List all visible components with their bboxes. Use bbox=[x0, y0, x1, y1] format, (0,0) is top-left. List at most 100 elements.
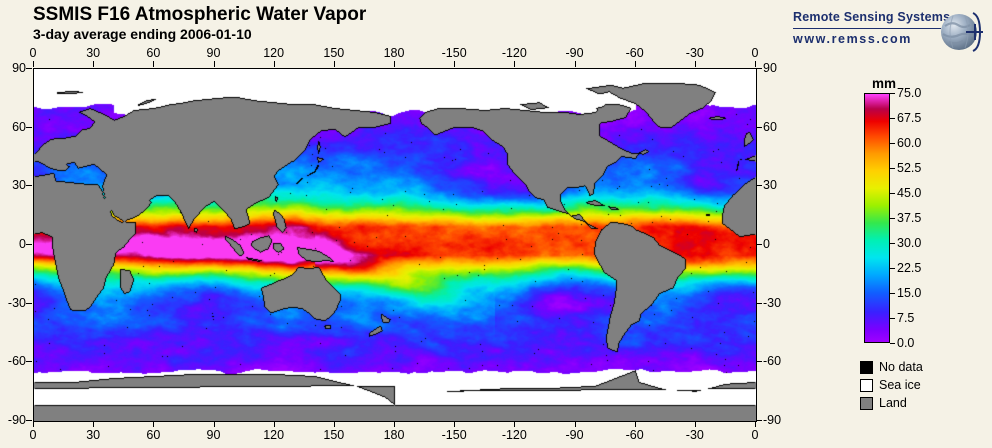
page-subtitle: 3-day average ending 2006-01-10 bbox=[33, 26, 252, 42]
x-axis-tick-label-top: -30 bbox=[685, 46, 704, 60]
colorbar-tick-label: 37.5 bbox=[897, 211, 922, 225]
y-tick-mark bbox=[756, 244, 762, 245]
water-vapor-map[interactable] bbox=[33, 68, 757, 422]
colorbar-tick-mark bbox=[890, 343, 895, 344]
x-tick-mark bbox=[273, 421, 275, 427]
colorbar-tick-mark bbox=[890, 268, 895, 269]
x-axis-tick-label-top: 90 bbox=[206, 46, 221, 60]
y-tick-mark bbox=[26, 68, 32, 69]
y-axis-tick-label-right: -60 bbox=[763, 354, 782, 369]
colorbar-tick-mark bbox=[890, 93, 895, 94]
remss-logo[interactable]: Remote Sensing Systems www.remss.com bbox=[793, 10, 983, 58]
x-axis-tick-label-top: 150 bbox=[323, 46, 345, 60]
legend-swatch bbox=[860, 396, 873, 410]
page-title: SSMIS F16 Atmospheric Water Vapor bbox=[33, 4, 367, 25]
x-axis-tick-label-bottom: 30 bbox=[86, 428, 101, 442]
colorbar-tick-mark bbox=[890, 243, 895, 244]
x-tick-mark bbox=[153, 421, 155, 427]
legend-item: Land bbox=[860, 395, 923, 411]
x-axis-tick-label-bottom: 60 bbox=[146, 428, 161, 442]
colorbar-tick-label: 30.0 bbox=[897, 236, 922, 250]
colorbar-tick-label: 75.0 bbox=[897, 86, 922, 100]
y-axis-tick-label-right: -90 bbox=[763, 413, 782, 427]
y-tick-mark bbox=[26, 361, 32, 363]
colorbar-tick-mark bbox=[890, 193, 895, 194]
x-tick-mark bbox=[213, 61, 215, 67]
y-axis-tick-label-left: -60 bbox=[7, 354, 26, 369]
colorbar-tick-label: 15.0 bbox=[897, 286, 922, 300]
x-tick-mark bbox=[514, 61, 516, 67]
x-tick-mark bbox=[153, 61, 155, 67]
y-tick-mark bbox=[26, 420, 32, 421]
x-axis-tick-label-bottom: -30 bbox=[685, 428, 704, 442]
x-tick-mark bbox=[694, 421, 696, 427]
legend-item: No data bbox=[860, 359, 923, 375]
x-tick-mark bbox=[273, 61, 275, 67]
y-tick-mark bbox=[26, 302, 32, 304]
x-tick-mark bbox=[755, 421, 756, 427]
colorbar-tick-label: 22.5 bbox=[897, 261, 922, 275]
x-tick-mark bbox=[694, 61, 696, 67]
map-legend: No data Sea ice Land bbox=[860, 359, 923, 413]
colorbar-tick-mark bbox=[890, 143, 895, 144]
x-axis-tick-label-bottom: 120 bbox=[263, 428, 285, 442]
x-axis-tick-label-top: 120 bbox=[263, 46, 285, 60]
x-tick-mark bbox=[93, 421, 95, 427]
x-axis-tick-label-bottom: 0 bbox=[29, 428, 37, 442]
x-axis-tick-label-top: -60 bbox=[625, 46, 644, 60]
x-tick-mark bbox=[333, 61, 335, 67]
x-tick-mark bbox=[394, 61, 395, 67]
x-axis-tick-label-bottom: 0 bbox=[751, 428, 759, 442]
x-tick-mark bbox=[634, 61, 636, 67]
colorbar-tick-label: 45.0 bbox=[897, 186, 922, 200]
x-tick-mark bbox=[454, 421, 456, 427]
y-tick-mark bbox=[26, 244, 32, 245]
legend-label: Land bbox=[879, 396, 907, 410]
colorbar-tick-mark bbox=[890, 293, 895, 294]
y-axis-tick-label-right: 90 bbox=[763, 61, 777, 75]
x-axis-tick-label-top: -150 bbox=[441, 46, 467, 60]
x-tick-mark bbox=[634, 421, 636, 427]
x-tick-mark bbox=[574, 421, 576, 427]
legend-item: Sea ice bbox=[860, 377, 923, 393]
y-tick-mark bbox=[756, 185, 762, 187]
y-tick-mark bbox=[756, 420, 762, 421]
x-tick-mark bbox=[394, 421, 395, 427]
globe-icon bbox=[941, 12, 983, 52]
colorbar-gradient bbox=[865, 94, 889, 342]
x-tick-mark bbox=[454, 61, 456, 67]
y-axis-tick-label-right: 30 bbox=[763, 178, 777, 193]
x-axis-tick-label-top: 0 bbox=[29, 46, 37, 60]
legend-label: No data bbox=[879, 360, 923, 374]
y-tick-mark bbox=[756, 126, 762, 128]
x-tick-mark bbox=[755, 61, 756, 67]
y-tick-mark bbox=[26, 126, 32, 128]
x-tick-mark bbox=[93, 61, 95, 67]
y-axis-tick-label-right: -30 bbox=[763, 295, 782, 310]
y-tick-mark bbox=[756, 361, 762, 363]
x-axis-tick-label-top: -90 bbox=[565, 46, 584, 60]
x-axis-tick-label-top: 0 bbox=[751, 46, 759, 60]
colorbar-tick-label: 60.0 bbox=[897, 136, 922, 150]
map-raster bbox=[34, 69, 756, 421]
x-tick-mark bbox=[333, 421, 335, 427]
y-tick-mark bbox=[756, 68, 762, 69]
y-axis-tick-label-right: 0 bbox=[763, 237, 770, 251]
colorbar[interactable] bbox=[864, 93, 890, 343]
logo-website: www.remss.com bbox=[793, 32, 912, 46]
colorbar-tick-label: 52.5 bbox=[897, 161, 922, 175]
legend-label: Sea ice bbox=[879, 378, 921, 392]
y-axis-tick-label-left: 0 bbox=[19, 237, 26, 251]
x-axis-tick-label-top: 180 bbox=[383, 46, 405, 60]
logo-divider bbox=[793, 28, 941, 29]
x-axis-tick-label-bottom: -150 bbox=[441, 428, 467, 442]
x-axis-tick-label-top: -120 bbox=[501, 46, 527, 60]
x-axis-tick-label-bottom: 150 bbox=[323, 428, 345, 442]
colorbar-tick-mark bbox=[890, 168, 895, 169]
colorbar-tick-mark bbox=[890, 118, 895, 119]
logo-org-name: Remote Sensing Systems bbox=[793, 10, 951, 24]
colorbar-tick-label: 67.5 bbox=[897, 111, 922, 125]
y-axis-tick-label-left: 60 bbox=[12, 119, 26, 134]
colorbar-tick-label: 7.5 bbox=[897, 311, 915, 325]
